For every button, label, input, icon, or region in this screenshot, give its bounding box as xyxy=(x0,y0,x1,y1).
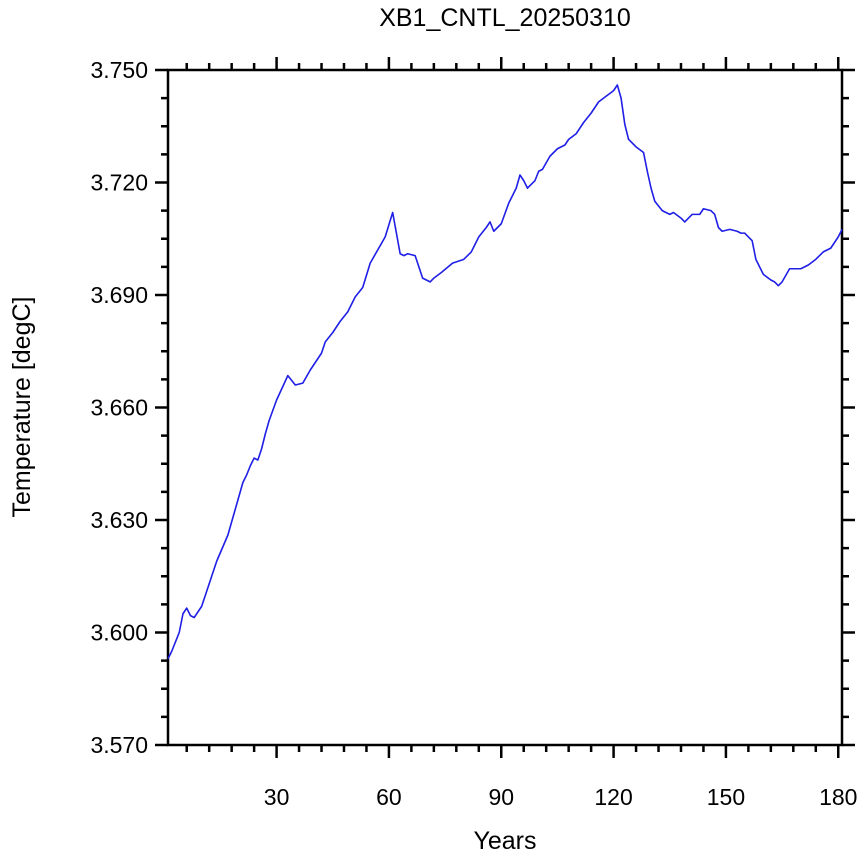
x-tick-label: 60 xyxy=(376,784,402,810)
plot-frame xyxy=(166,68,844,747)
plot-area xyxy=(155,57,855,758)
y-tick-label: 3.690 xyxy=(90,282,148,308)
x-axis-title: Years xyxy=(473,827,536,855)
x-tick-label: 150 xyxy=(707,784,745,810)
y-tick-label: 3.570 xyxy=(90,732,148,758)
x-tick-label: 180 xyxy=(819,784,857,810)
y-tick-label: 3.630 xyxy=(90,507,148,533)
series-layer xyxy=(167,84,843,660)
y-tick-labels: 3.570 3.600 3.630 3.660 3.690 3.720 3.750 xyxy=(90,57,148,758)
x-tick-label: 90 xyxy=(488,784,514,810)
temperature-series-line xyxy=(167,84,843,660)
y-tick-label: 3.750 xyxy=(90,57,148,83)
x-tick-labels: 30 60 90 120 150 180 xyxy=(264,784,858,810)
y-tick-label: 3.600 xyxy=(90,620,148,646)
minor-ticks xyxy=(161,63,849,752)
y-tick-label: 3.720 xyxy=(90,170,148,196)
y-axis-title: Temperature [degC] xyxy=(8,297,36,518)
chart-title: XB1_CNTL_20250310 xyxy=(379,4,631,32)
major-ticks xyxy=(155,57,855,758)
x-tick-label: 120 xyxy=(594,784,632,810)
x-tick-label: 30 xyxy=(264,784,290,810)
y-tick-label: 3.660 xyxy=(90,395,148,421)
